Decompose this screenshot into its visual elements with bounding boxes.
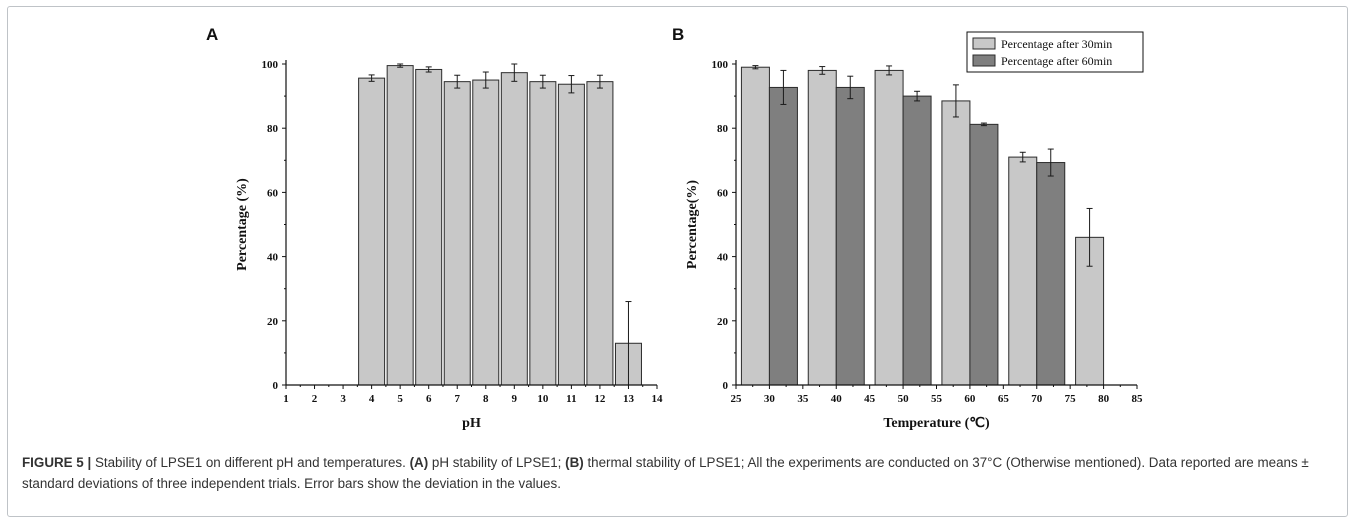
panel-a-x-tick-label-12: 13 (623, 393, 635, 405)
figure-frame (7, 6, 1348, 517)
panel-a-y-tick-label-2: 40 (267, 252, 279, 264)
panel-a-bar-s0-4 (472, 79, 500, 386)
panel-b-x-tick-label-5: 50 (898, 393, 910, 405)
panel-b-y-tick-label-2: 40 (717, 252, 729, 264)
caption-text-1: Stability of LPSE1 on different pH and t… (91, 455, 410, 470)
panel-b-legend-swatch-0 (972, 37, 996, 50)
panel-a-bar-s0-5 (500, 72, 528, 386)
panel-a-bar-s0-6 (529, 81, 557, 386)
panel-a-x-tick-label-6: 7 (454, 393, 460, 405)
panel-b-bar-s0-3 (941, 100, 971, 386)
panel-b-x-tick-label-1: 30 (764, 393, 776, 405)
panel-b-y-tick-label-5: 100 (712, 59, 729, 71)
panel-b-x-tick-label-0: 25 (731, 393, 743, 405)
panel-b-bar-s0-1 (807, 69, 837, 386)
panel-b-bar-s0-2 (874, 69, 904, 386)
panel-b-x-tick-label-11: 80 (1098, 393, 1110, 405)
panel-b-x-tick-label-7: 60 (964, 393, 976, 405)
caption-panel-a-ref: (A) (409, 455, 429, 470)
panel-a-y-axis-title: Percentage (%) (235, 178, 250, 271)
panel-b-y-tick-label-0: 0 (723, 380, 729, 392)
panel-b-bar-s0-4 (1008, 156, 1038, 386)
panel-a-x-tick-label-2: 3 (340, 393, 346, 405)
figure-caption: FIGURE 5 | Stability of LPSE1 on differe… (22, 452, 1332, 494)
panel-a-x-tick-label-13: 14 (652, 393, 664, 405)
panel-b-x-tick-label-3: 40 (831, 393, 843, 405)
panel-b-x-tick-label-6: 55 (931, 393, 943, 405)
panel-b-x-axis-title: Temperature (℃) (883, 416, 990, 431)
panel-a-x-tick-label-5: 6 (426, 393, 432, 405)
panel-b-bar-s1-2 (902, 95, 932, 386)
panel-b-legend-label-1: Percentage after 60min (1001, 54, 1112, 68)
figure-charts: A1 2 3 4 5 6 7 8 9 10 11 12 13 14020406080100pHPercen… (206, 25, 1144, 431)
panel-b-legend-swatch-1 (972, 54, 996, 67)
caption-panel-b-ref: (B) (565, 455, 584, 470)
panel-b-bar-s0-0 (740, 66, 770, 386)
panel-a-bar-s0-7 (557, 83, 585, 386)
panel-a-x-tick-label-10: 11 (566, 393, 576, 405)
panel-b-x-tick-label-2: 35 (797, 393, 809, 405)
panel-b-bar-s1-0 (768, 86, 798, 386)
panel-a-x-tick-label-8: 9 (512, 393, 518, 405)
panel-a-y-tick-label-3: 60 (267, 187, 279, 199)
panel-a-letter: A (206, 25, 218, 44)
caption-text-2: pH stability of LPSE1; (428, 455, 566, 470)
panel-a-x-tick-label-1: 2 (312, 393, 318, 405)
panel-a-x-tick-label-7: 8 (483, 393, 489, 405)
panel-b-bar-s1-4 (1036, 162, 1066, 386)
panel-b-x-tick-label-8: 65 (998, 393, 1010, 405)
panel-a-y-tick-label-1: 20 (267, 316, 279, 328)
panel-b-x-tick-label-12: 85 (1132, 393, 1144, 405)
panel-a-bar-s0-0 (358, 77, 386, 386)
panel-a-x-tick-label-4: 5 (397, 393, 403, 405)
panel-a-x-tick-label-0: 1 (283, 393, 289, 405)
panel-a-bar-s0-2 (415, 68, 443, 386)
panel-a-x-tick-label-9: 10 (537, 393, 549, 405)
panel-b-x-tick-label-10: 75 (1065, 393, 1077, 405)
panel-b-x-tick-label-4: 45 (864, 393, 876, 405)
panel-b-bar-s1-3 (969, 123, 999, 386)
panel-a-x-tick-label-11: 12 (594, 393, 606, 405)
panel-b-x-tick-label-9: 70 (1031, 393, 1043, 405)
panel-b-y-tick-label-1: 20 (717, 316, 729, 328)
panel-b-bar-s1-1 (835, 86, 865, 386)
panel-a-x-axis-title: pH (462, 416, 481, 431)
panel-b-y-tick-label-4: 80 (717, 123, 729, 135)
panel-b-legend-label-0: Percentage after 30min (1001, 37, 1112, 51)
panel-a-y-tick-label-5: 100 (262, 59, 279, 71)
panel-b-letter: B (672, 25, 684, 44)
caption-label: FIGURE 5 | (22, 455, 92, 470)
panel-a-bar-s0-8 (586, 81, 614, 386)
panel-a-bar-s0-1 (386, 65, 414, 386)
caption-text-3: thermal stability of LPSE1; All the expe… (22, 455, 1309, 491)
panel-a-bar-s0-3 (443, 81, 471, 386)
panel-b-legend (966, 31, 1144, 73)
panel-a-y-tick-label-4: 80 (267, 123, 279, 135)
panel-a-x-tick-label-3: 4 (369, 393, 375, 405)
panel-b-y-tick-label-3: 60 (717, 187, 729, 199)
panel-b-y-axis-title: Percentage(%) (685, 180, 700, 269)
panel-a-y-tick-label-0: 0 (273, 380, 279, 392)
